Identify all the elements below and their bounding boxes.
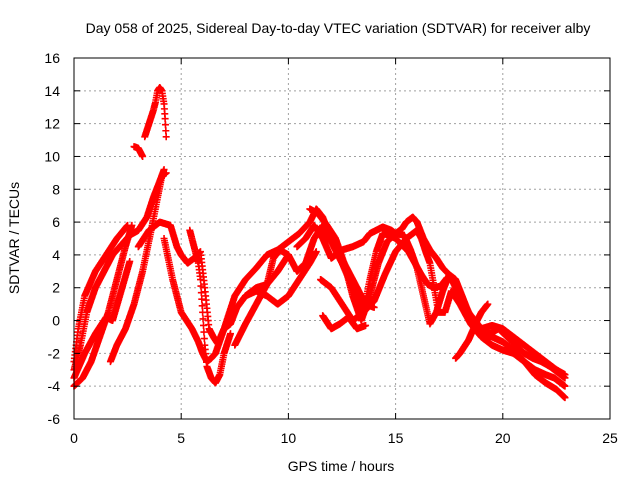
x-tick-label: 10 (281, 430, 297, 446)
x-tick-label: 5 (177, 430, 185, 446)
data-series-layer (70, 84, 569, 402)
series-track-o (306, 205, 569, 382)
x-tick-label: 15 (388, 430, 404, 446)
series-markers (186, 226, 235, 387)
series-markers (242, 248, 320, 308)
y-tick-label: 14 (44, 83, 60, 99)
y-tick-label: 4 (52, 247, 60, 263)
y-tick-label: -6 (48, 411, 61, 427)
x-tick-label: 25 (602, 430, 618, 446)
y-axis-label: SDTVAR / TECUs (6, 182, 22, 294)
x-axis-tick-labels: 0 5 10 15 20 25 (70, 430, 618, 446)
x-tick-label: 0 (70, 430, 78, 446)
series-markers (130, 143, 147, 160)
chart-title: Day 058 of 2025, Sidereal Day-to-day VTE… (86, 20, 591, 36)
series-track-e (106, 169, 170, 366)
x-tick-label: 20 (495, 430, 511, 446)
y-axis-tick-labels: -6 -4 -2 0 2 4 6 8 10 12 14 16 (44, 50, 60, 427)
y-tick-label: 2 (52, 280, 60, 296)
y-tick-label: -4 (48, 378, 61, 394)
axis-ticks (73, 57, 611, 420)
y-tick-label: 12 (44, 116, 60, 132)
series-markers (306, 205, 569, 382)
series-track-q (319, 312, 370, 333)
y-tick-label: -2 (48, 345, 61, 361)
y-tick-label: 10 (44, 148, 60, 164)
y-tick-label: 16 (44, 50, 60, 66)
series-markers (319, 226, 569, 390)
series-track-j (186, 226, 235, 387)
y-tick-label: 6 (52, 214, 60, 230)
series-markers (141, 84, 170, 141)
plot-frame (73, 57, 611, 420)
series-track-p (319, 226, 569, 390)
x-axis-label: GPS time / hours (288, 458, 395, 474)
series-markers (106, 169, 170, 366)
series-track-f (130, 143, 147, 160)
series-track-g (141, 84, 170, 141)
y-tick-label: 8 (52, 181, 60, 197)
series-track-r (452, 300, 492, 362)
series-markers (452, 300, 492, 362)
series-markers (319, 312, 370, 333)
series-track-l (242, 248, 320, 308)
y-tick-label: 0 (52, 313, 60, 329)
